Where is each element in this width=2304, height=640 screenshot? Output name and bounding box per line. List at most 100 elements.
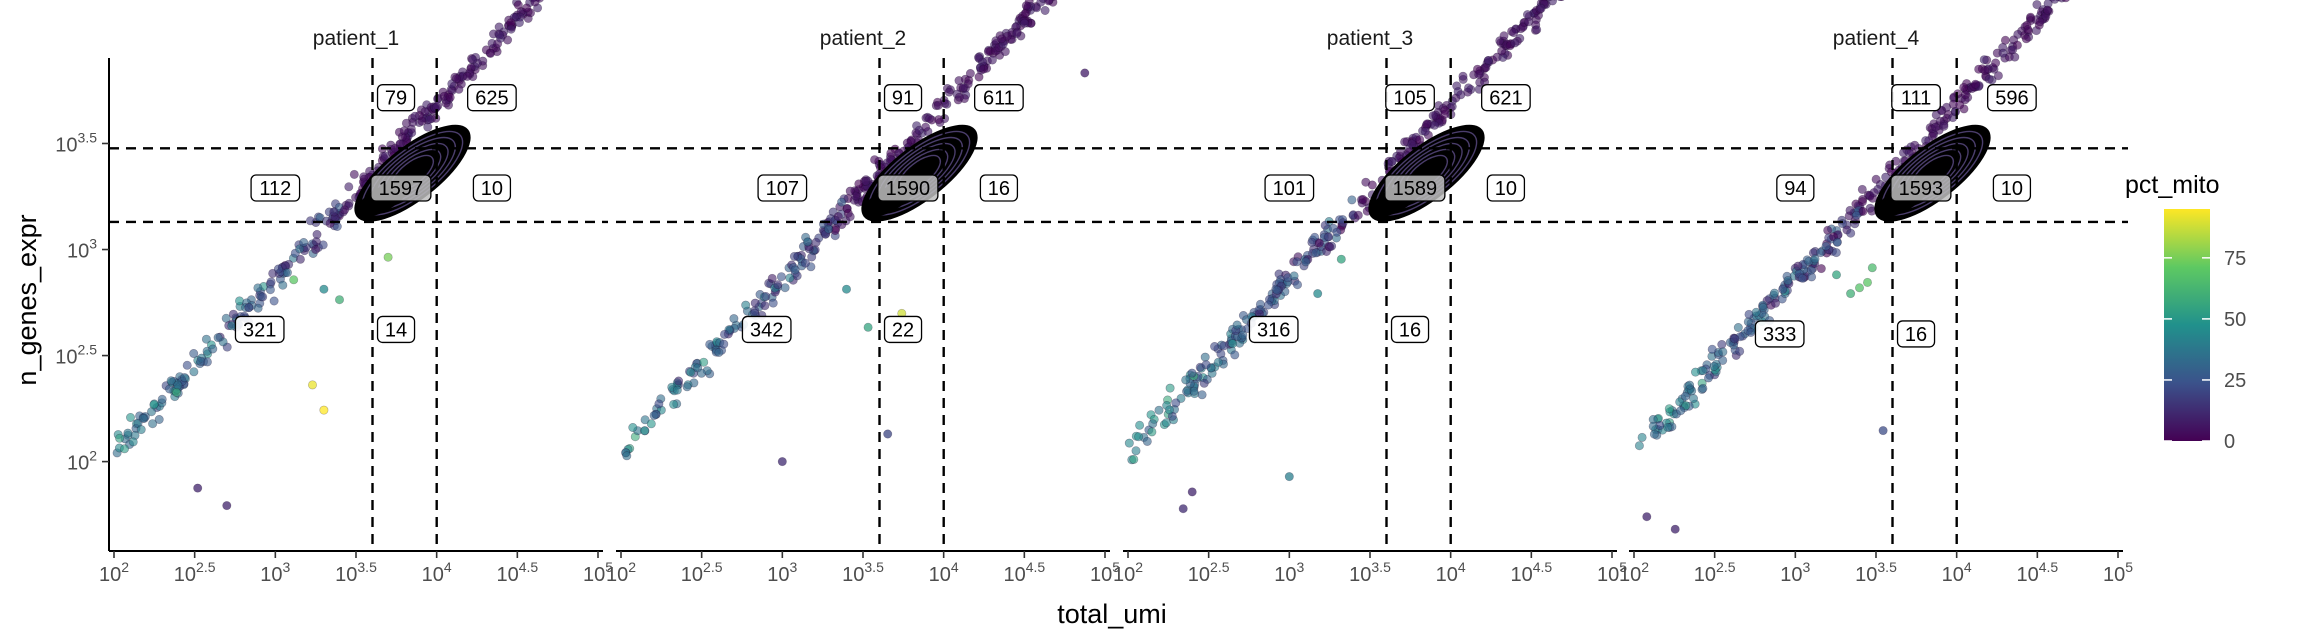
data-point [1648,421,1658,431]
facet-panel-1: patient_1 102 102.5 103 103.5 104 104.5 105 79 62… [99,0,613,586]
data-point [719,329,729,339]
data-point [514,18,524,28]
data-point [2035,17,2045,27]
data-point [870,155,880,165]
data-point [628,422,638,432]
data-point [649,410,659,420]
count-label: 79 [376,84,416,112]
data-point [1931,122,1941,132]
data-point [1680,391,1690,401]
x-tick-label: 104.5 [1510,559,1552,586]
data-point [1289,271,1299,281]
data-point [1518,22,1528,32]
data-point [1358,195,1368,205]
data-point [1213,357,1223,367]
count-label-box [979,174,1019,202]
data-point [1845,205,1855,215]
data-point [445,92,455,102]
data-point [914,125,924,135]
count-label: 94 [1776,174,1815,202]
count-label-box [1390,315,1430,344]
data-point [1161,418,1171,428]
x-tick-label: 102 [1113,559,1143,586]
x-tick-label: 102.5 [1694,559,1736,586]
data-point [979,64,989,74]
colorbar-ticks: 0 25 50 75 [2164,248,2246,453]
data-point [1199,378,1209,388]
data-point [1857,184,1867,194]
count-label-text: 91 [892,88,914,110]
count-label: 105 [1385,84,1435,112]
region-count-labels: 111 596 94 1593 10 333 16 [1754,84,2037,348]
threshold-lines [109,58,608,551]
data-point [1832,237,1842,247]
outlier-point [1863,277,1873,287]
colorbar-legend: pct_mito 0 25 50 75 [2125,171,2246,453]
data-point [1428,111,1438,121]
data-point [622,451,632,461]
data-point [530,0,540,7]
x-tick-label: 104 [1436,559,1466,586]
data-point [278,280,288,290]
data-point [851,191,861,201]
data-point [1881,172,1891,182]
x-tick-label: 104 [929,559,959,586]
x-axis: 102 102.5 103 103.5 104 104.5 105 [1113,550,1627,586]
data-point [344,182,354,192]
data-point [800,258,810,268]
data-point [299,238,309,248]
data-point [773,280,783,290]
count-label: 10 [1992,174,2032,202]
count-label-text: 16 [1905,324,1927,346]
data-point [1806,265,1816,275]
data-point [1447,102,1457,112]
count-label-text: 16 [1399,319,1421,341]
data-point [399,126,409,136]
data-point [1541,0,1548,2]
data-point [136,425,146,435]
colorbar-tick-label: 50 [2224,309,2246,331]
data-point [522,3,532,13]
data-point [2032,0,2042,10]
x-tick-label: 102 [606,559,636,586]
data-point [149,400,159,410]
outlier-point [319,284,329,294]
data-point [669,399,679,409]
data-point [1181,375,1191,385]
count-label: 14 [376,315,416,344]
count-label-text: 1593 [1899,178,1944,200]
data-point [1131,446,1141,456]
data-point [495,30,505,40]
x-tick-label: 105 [1090,559,1120,586]
count-label: 22 [883,315,923,344]
data-point [1483,55,1493,65]
scatter-points [1634,0,2070,534]
data-point [1783,276,1793,286]
count-label: 91 [883,84,923,112]
data-point [1255,299,1265,309]
data-point [173,380,183,390]
data-point [958,83,968,93]
count-label: 342 [741,315,792,344]
data-point [1869,188,1879,198]
count-label: 16 [1896,320,1936,348]
count-label-text: 107 [766,178,799,200]
data-point [166,376,176,386]
data-point [1456,90,1466,100]
count-label-box [1385,84,1435,112]
data-point [699,357,709,367]
count-label-box [741,315,792,344]
data-point [1232,320,1242,330]
count-label-text: 1590 [886,178,931,200]
x-tick-label: 102 [99,559,129,586]
outlier-point [1670,524,1680,534]
data-point [1129,454,1139,464]
data-point [686,367,696,377]
data-point [672,385,682,395]
data-point [273,264,283,274]
data-point [1464,83,1474,93]
count-label: 1590 [877,174,939,202]
data-point [115,433,125,443]
data-point [401,118,411,128]
data-point [1676,406,1686,416]
